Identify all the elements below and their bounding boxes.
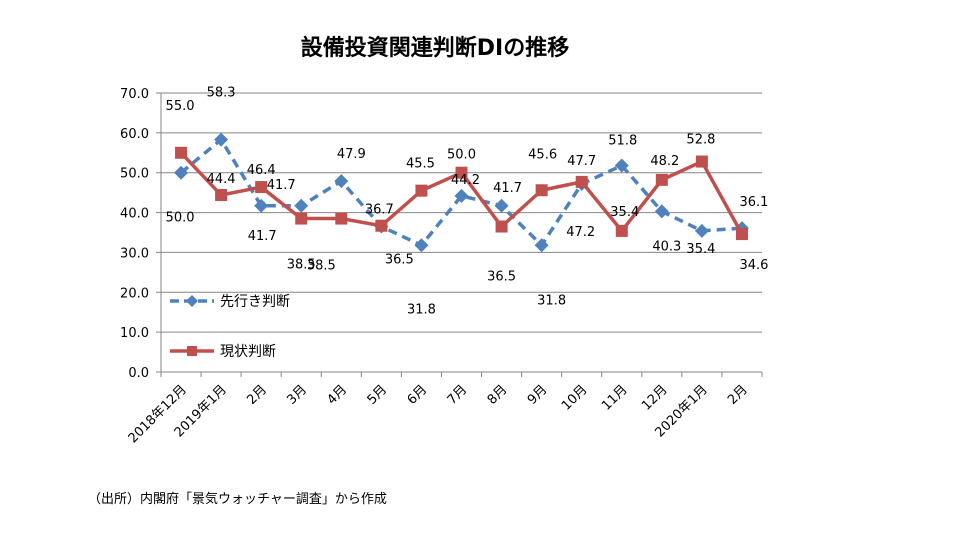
data-label: 46.4 bbox=[247, 163, 276, 178]
data-point-diamond bbox=[654, 204, 669, 219]
y-tick-label: 10.0 bbox=[120, 326, 149, 341]
data-point-diamond bbox=[414, 238, 429, 253]
data-point-diamond bbox=[334, 174, 349, 189]
data-point-diamond bbox=[694, 223, 709, 238]
data-label: 36.5 bbox=[487, 270, 516, 285]
series-line bbox=[179, 137, 743, 248]
data-point-square bbox=[575, 175, 588, 188]
source-note: （出所）内閣府「景気ウォッチャー調査」から作成 bbox=[88, 492, 387, 507]
data-point-diamond bbox=[534, 238, 549, 253]
data-label: 47.9 bbox=[337, 147, 366, 162]
data-label: 50.0 bbox=[166, 211, 195, 226]
data-point-square bbox=[535, 184, 548, 197]
y-tick-label: 40.0 bbox=[120, 207, 149, 222]
data-label: 36.1 bbox=[739, 195, 768, 210]
x-tick-label: 3月 bbox=[284, 382, 310, 408]
x-tick-label: 5月 bbox=[365, 382, 391, 408]
data-label: 35.4 bbox=[610, 205, 639, 220]
data-label: 36.7 bbox=[365, 203, 394, 218]
data-point-square bbox=[375, 219, 388, 232]
data-point-diamond bbox=[254, 198, 269, 213]
y-tick-label: 50.0 bbox=[120, 167, 149, 182]
data-label: 51.8 bbox=[608, 134, 637, 149]
data-label: 31.8 bbox=[537, 293, 566, 308]
x-tick-label: 7月 bbox=[445, 382, 471, 408]
x-tick-label: 2月 bbox=[244, 382, 270, 408]
data-point-diamond bbox=[454, 188, 469, 203]
y-tick-label: 20.0 bbox=[120, 286, 149, 301]
data-point-diamond bbox=[214, 132, 229, 147]
data-label: 41.7 bbox=[248, 229, 277, 244]
data-point-square bbox=[295, 212, 308, 225]
data-point-square bbox=[735, 228, 748, 241]
data-label: 41.7 bbox=[493, 181, 522, 196]
data-label: 41.7 bbox=[267, 178, 296, 193]
data-point-square bbox=[455, 166, 468, 179]
data-point-diamond bbox=[494, 198, 509, 213]
data-point-diamond bbox=[614, 158, 629, 173]
data-label: 34.6 bbox=[739, 258, 768, 273]
data-point-square bbox=[215, 189, 228, 202]
series-genjo bbox=[175, 146, 748, 241]
data-point-square bbox=[255, 181, 268, 194]
data-label: 55.0 bbox=[166, 99, 195, 114]
chart-title: 設備投資関連判断DIの推移 bbox=[300, 36, 570, 61]
data-labels: 50.0 58.3 41.7 41.7 47.9 36.5 31.8 44.2 41.7 31.8… bbox=[166, 86, 769, 318]
data-point-square bbox=[175, 146, 188, 159]
data-label: 35.4 bbox=[686, 242, 715, 257]
x-tick-label: 10月 bbox=[559, 382, 590, 413]
data-point-square bbox=[495, 220, 508, 233]
data-point-diamond bbox=[294, 198, 309, 213]
x-tick-label: 12月 bbox=[639, 382, 670, 413]
legend-square-marker bbox=[187, 346, 197, 356]
x-tick-label: 4月 bbox=[324, 382, 350, 408]
data-label: 47.7 bbox=[567, 154, 596, 169]
legend-diamond-marker bbox=[186, 295, 198, 307]
legend-item: 先行き判断 bbox=[170, 294, 290, 310]
legend-label: 現状判断 bbox=[220, 344, 276, 360]
series-lines bbox=[174, 132, 749, 253]
x-tick-label: 6月 bbox=[405, 382, 431, 408]
x-tick-label: 11月 bbox=[599, 382, 630, 413]
data-point-square bbox=[695, 155, 708, 168]
data-label: 44.2 bbox=[451, 173, 480, 188]
data-label: 31.8 bbox=[407, 302, 436, 317]
legend-label: 先行き判断 bbox=[220, 294, 290, 310]
data-label: 36.5 bbox=[385, 253, 414, 268]
data-label: 52.8 bbox=[686, 133, 715, 148]
y-tick-label: 0.0 bbox=[128, 366, 149, 381]
data-label: 45.6 bbox=[528, 147, 557, 162]
data-label: 45.5 bbox=[406, 157, 435, 172]
data-label: 50.0 bbox=[447, 148, 476, 163]
data-point-diamond bbox=[174, 165, 189, 180]
data-label: 47.2 bbox=[566, 225, 595, 240]
x-tick-label: 9月 bbox=[525, 382, 551, 408]
x-tick-label: 8月 bbox=[485, 382, 511, 408]
data-point-square bbox=[335, 212, 348, 225]
data-point-square bbox=[655, 173, 668, 186]
legend-item: 現状判断 bbox=[170, 344, 276, 360]
y-tick-label: 30.0 bbox=[120, 246, 149, 261]
data-label: 44.4 bbox=[207, 172, 236, 187]
data-label: 48.2 bbox=[650, 154, 679, 169]
x-tick-label: 2月 bbox=[725, 382, 751, 408]
data-label: 58.3 bbox=[207, 86, 236, 101]
y-tick-label: 60.0 bbox=[120, 127, 149, 142]
data-label: 38.5 bbox=[287, 258, 316, 273]
data-point-square bbox=[615, 224, 628, 237]
data-point-square bbox=[415, 184, 428, 197]
data-label: 38.5 bbox=[307, 259, 336, 274]
y-tick-label: 70.0 bbox=[120, 87, 149, 102]
data-label: 40.3 bbox=[652, 239, 681, 254]
